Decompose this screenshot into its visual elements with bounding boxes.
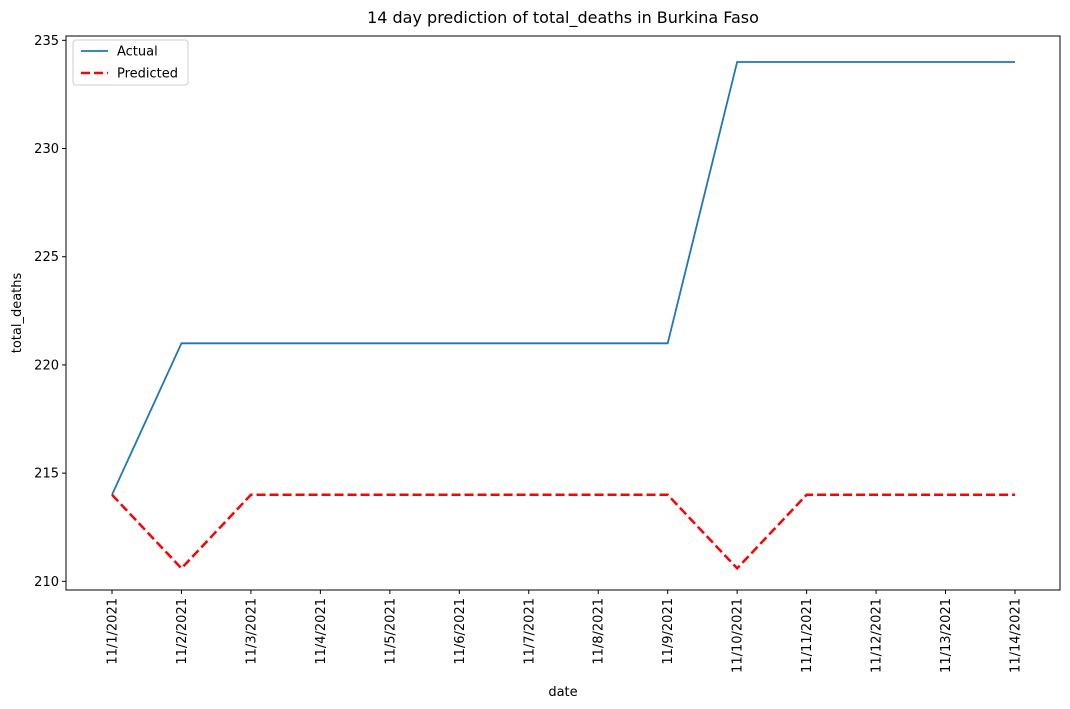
x-tick-label: 11/3/2021 bbox=[244, 598, 259, 665]
x-tick-label: 11/10/2021 bbox=[731, 598, 746, 673]
chart-title: 14 day prediction of total_deaths in Bur… bbox=[367, 8, 759, 28]
legend: Actual Predicted bbox=[72, 39, 189, 86]
y-tick-label: 220 bbox=[34, 358, 59, 373]
y-tick-label: 235 bbox=[34, 34, 59, 49]
y-tick-label: 215 bbox=[34, 467, 59, 482]
series-line-predicted bbox=[111, 493, 1015, 571]
x-tick-label: 11/14/2021 bbox=[1009, 598, 1024, 673]
x-tick-label: 11/7/2021 bbox=[522, 598, 537, 665]
x-axis-ticks: 11/1/2021 11/2/2021 11/3/2021 11/4/2021 11/5… bbox=[106, 590, 1024, 673]
x-tick-label: 11/11/2021 bbox=[800, 598, 815, 673]
x-tick-label: 11/1/2021 bbox=[106, 598, 121, 665]
series-layer bbox=[111, 61, 1015, 571]
x-tick-label: 11/8/2021 bbox=[592, 598, 607, 665]
y-tick-label: 225 bbox=[34, 250, 59, 265]
legend-label-actual: Actual bbox=[117, 45, 158, 60]
legend-label-predicted: Predicted bbox=[117, 67, 178, 82]
x-tick-label: 11/2/2021 bbox=[175, 598, 190, 665]
y-axis-ticks: 210 215 220 225 230 235 bbox=[34, 34, 66, 590]
x-tick-label: 11/5/2021 bbox=[383, 598, 398, 665]
plot-area bbox=[65, 35, 1061, 591]
x-tick-label: 11/12/2021 bbox=[870, 598, 885, 673]
y-tick-label: 230 bbox=[34, 142, 59, 157]
series-line-actual bbox=[111, 61, 1015, 496]
x-tick-label: 11/6/2021 bbox=[453, 598, 468, 665]
x-tick-label: 11/9/2021 bbox=[661, 598, 676, 665]
x-axis-label: date bbox=[548, 685, 577, 700]
x-tick-label: 11/4/2021 bbox=[314, 598, 329, 665]
y-axis-label: total_deaths bbox=[10, 273, 25, 354]
y-tick-label: 210 bbox=[34, 575, 59, 590]
x-tick-label: 11/13/2021 bbox=[939, 598, 954, 673]
